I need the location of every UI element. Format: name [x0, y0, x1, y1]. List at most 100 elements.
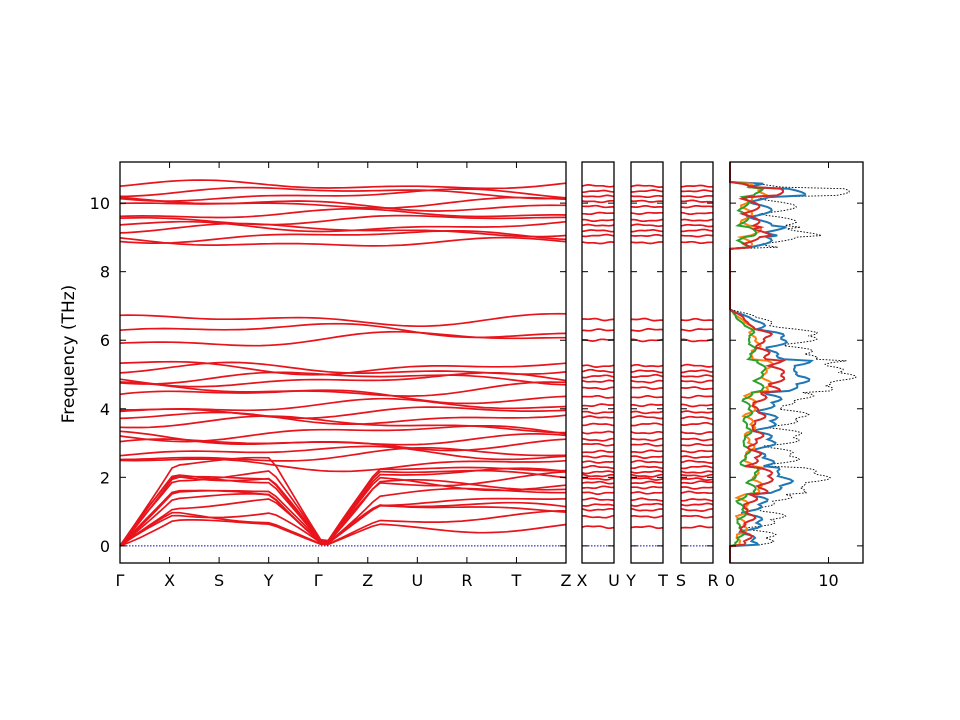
band-line — [630, 410, 664, 415]
band-line — [630, 218, 663, 223]
dos-x-tick-label: 0 — [725, 571, 735, 590]
panel-frame — [680, 161, 714, 564]
band-line — [631, 317, 663, 322]
band-panel-main: Γ X S Y Γ Z U R T Z 0 2 4 6 8 10 — [90, 161, 572, 590]
band-line — [681, 240, 714, 245]
band-line — [680, 465, 713, 470]
band-line — [630, 327, 664, 332]
band-line — [630, 373, 664, 378]
band-line — [119, 222, 567, 238]
band-line — [681, 317, 713, 322]
band-line — [119, 371, 567, 386]
band-line — [119, 397, 567, 413]
y-tick-label: 8 — [100, 263, 110, 282]
x-tick-label: Z — [561, 571, 572, 590]
band-line — [581, 403, 614, 408]
band-line — [581, 218, 614, 223]
band-line — [681, 443, 714, 447]
band-line — [581, 241, 614, 245]
band-line — [630, 223, 664, 228]
band-line — [119, 322, 567, 339]
y-tick-label: 0 — [100, 537, 110, 556]
band-line — [631, 473, 663, 478]
band-line — [680, 363, 714, 368]
band-line — [119, 467, 567, 547]
band-line — [119, 229, 567, 244]
band-line — [631, 403, 663, 408]
x-tick-label: S — [214, 571, 224, 590]
panel-frame — [119, 161, 567, 564]
dos-projected-line — [729, 162, 787, 563]
band-line — [680, 218, 714, 222]
band-line — [581, 410, 615, 415]
band-line — [119, 186, 567, 200]
band-line — [119, 312, 567, 328]
band-line — [582, 485, 614, 490]
band-line — [581, 199, 614, 204]
band-line — [631, 386, 663, 390]
band-line — [681, 473, 713, 478]
band-line — [680, 223, 714, 228]
band-line — [681, 228, 713, 233]
dos-projected-line — [729, 162, 815, 563]
band-line — [681, 386, 714, 391]
dos-frame — [729, 161, 864, 564]
band-line — [680, 477, 714, 481]
band-line — [119, 446, 567, 462]
band-line — [680, 470, 714, 474]
band-line — [630, 379, 664, 384]
band-line — [581, 233, 615, 238]
x-tick-label: T — [657, 571, 668, 590]
band-line — [631, 449, 663, 454]
band-line — [681, 189, 713, 193]
x-tick-label: Z — [362, 571, 373, 590]
band-line — [582, 473, 615, 478]
x-tick-label: Γ — [314, 571, 323, 590]
band-line — [681, 205, 714, 209]
band-line — [119, 458, 567, 473]
band-line — [680, 502, 714, 507]
band-line — [680, 374, 714, 378]
band-line — [680, 211, 713, 216]
band-line — [581, 184, 615, 188]
band-line — [581, 477, 615, 481]
x-tick-label: T — [511, 571, 522, 590]
band-line — [630, 437, 663, 442]
band-line — [119, 207, 567, 219]
band-line — [581, 317, 614, 322]
band-line — [119, 188, 567, 202]
x-tick-label: Y — [263, 571, 274, 590]
band-line — [631, 199, 663, 203]
y-tick-label: 4 — [100, 400, 110, 419]
band-line — [581, 507, 615, 512]
band-line — [630, 515, 664, 519]
band-line — [630, 184, 664, 188]
x-tick-label: R — [707, 571, 718, 590]
band-line — [581, 503, 615, 507]
band-line — [119, 196, 567, 209]
band-line — [119, 424, 567, 443]
band-line — [630, 194, 664, 199]
band-line — [581, 364, 615, 368]
band-line — [680, 234, 714, 238]
band-line — [681, 437, 713, 442]
band-line — [680, 403, 713, 408]
band-line — [582, 229, 614, 233]
panel-frame — [630, 161, 664, 564]
band-line — [582, 328, 614, 332]
band-line — [630, 470, 664, 474]
y-axis-title: Frequency (THz) — [59, 285, 79, 424]
band-line — [680, 498, 714, 502]
band-line — [631, 395, 663, 399]
band-line — [119, 214, 566, 226]
band-line — [581, 449, 614, 454]
band-line — [630, 241, 664, 245]
band-line — [119, 478, 567, 547]
band-line — [681, 459, 714, 464]
band-line — [681, 184, 714, 188]
band-line — [119, 519, 567, 547]
band-line — [680, 379, 713, 384]
band-line — [630, 502, 664, 507]
band-line — [119, 456, 567, 547]
